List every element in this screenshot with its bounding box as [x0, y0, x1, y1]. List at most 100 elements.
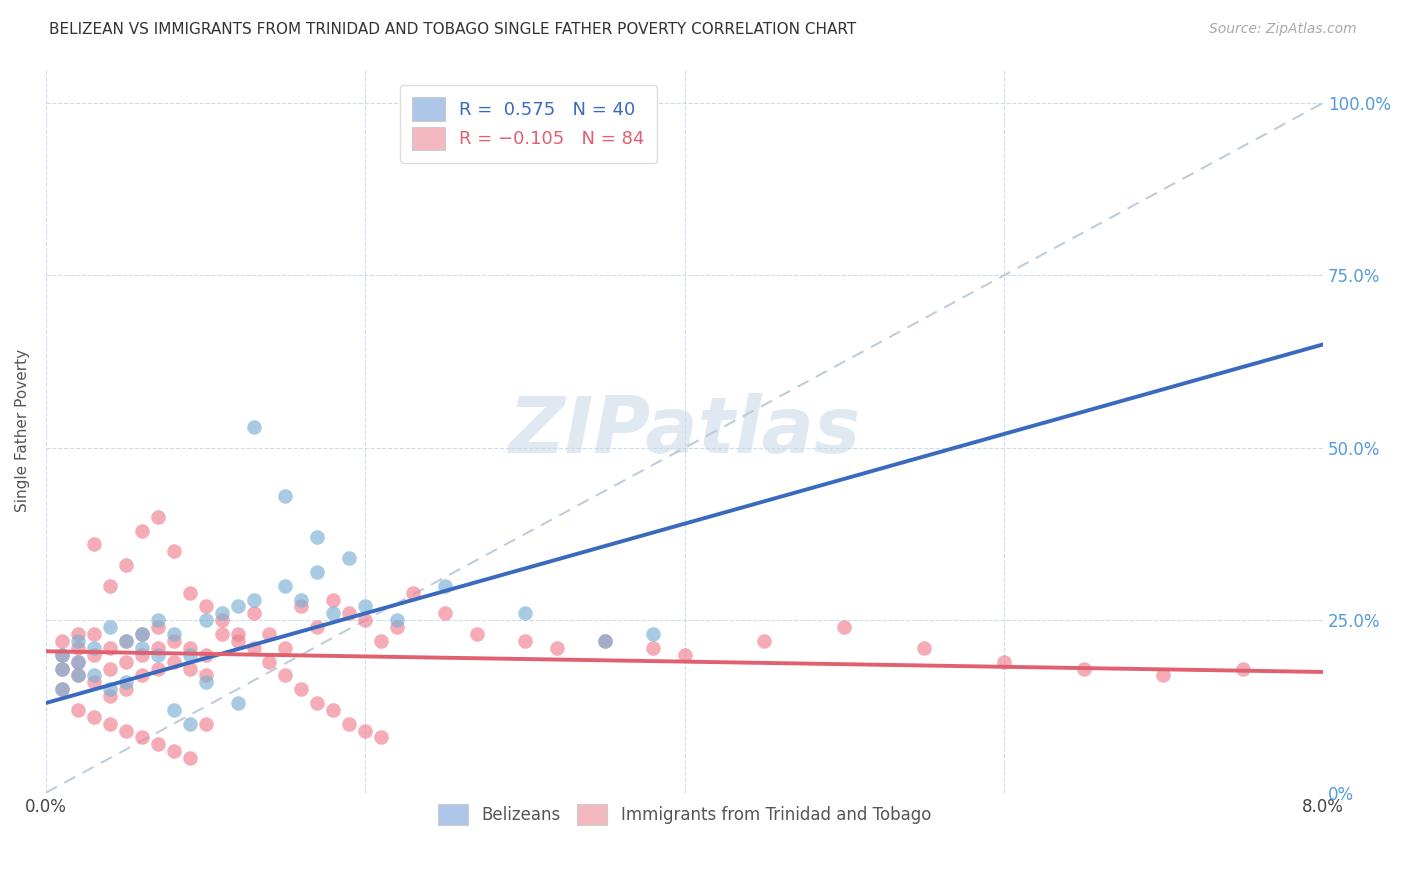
- Point: [832, 620, 855, 634]
- Point: [131, 648, 153, 662]
- Point: [322, 607, 344, 621]
- Point: [98, 716, 121, 731]
- Point: [179, 716, 201, 731]
- Point: [370, 731, 392, 745]
- Point: [385, 620, 408, 634]
- Point: [1232, 661, 1254, 675]
- Point: [146, 738, 169, 752]
- Point: [593, 634, 616, 648]
- Point: [194, 675, 217, 690]
- Point: [354, 723, 377, 738]
- Point: [307, 531, 329, 545]
- Point: [51, 661, 73, 675]
- Point: [66, 640, 89, 655]
- Point: [179, 751, 201, 765]
- Point: [83, 640, 105, 655]
- Point: [131, 640, 153, 655]
- Point: [83, 537, 105, 551]
- Point: [66, 634, 89, 648]
- Point: [322, 703, 344, 717]
- Point: [1073, 661, 1095, 675]
- Point: [211, 627, 233, 641]
- Text: Source: ZipAtlas.com: Source: ZipAtlas.com: [1209, 22, 1357, 37]
- Point: [242, 592, 264, 607]
- Point: [673, 648, 696, 662]
- Point: [163, 744, 186, 758]
- Point: [274, 489, 297, 503]
- Point: [66, 655, 89, 669]
- Point: [513, 634, 536, 648]
- Point: [146, 648, 169, 662]
- Point: [641, 640, 664, 655]
- Point: [98, 640, 121, 655]
- Point: [259, 655, 281, 669]
- Point: [83, 668, 105, 682]
- Point: [322, 592, 344, 607]
- Point: [354, 599, 377, 614]
- Point: [754, 634, 776, 648]
- Point: [98, 689, 121, 703]
- Point: [226, 634, 249, 648]
- Point: [641, 627, 664, 641]
- Point: [194, 716, 217, 731]
- Point: [211, 607, 233, 621]
- Point: [163, 627, 186, 641]
- Point: [465, 627, 488, 641]
- Point: [114, 723, 136, 738]
- Point: [163, 655, 186, 669]
- Point: [179, 640, 201, 655]
- Point: [337, 716, 360, 731]
- Point: [434, 579, 457, 593]
- Point: [66, 668, 89, 682]
- Point: [114, 634, 136, 648]
- Point: [593, 634, 616, 648]
- Point: [146, 661, 169, 675]
- Point: [83, 648, 105, 662]
- Point: [114, 634, 136, 648]
- Point: [146, 613, 169, 627]
- Point: [337, 551, 360, 566]
- Point: [131, 627, 153, 641]
- Point: [290, 682, 312, 697]
- Point: [385, 613, 408, 627]
- Point: [194, 613, 217, 627]
- Point: [83, 627, 105, 641]
- Point: [274, 579, 297, 593]
- Point: [434, 607, 457, 621]
- Point: [83, 710, 105, 724]
- Point: [337, 607, 360, 621]
- Point: [274, 668, 297, 682]
- Point: [211, 613, 233, 627]
- Text: ZIPatlas: ZIPatlas: [509, 392, 860, 468]
- Point: [146, 509, 169, 524]
- Point: [51, 661, 73, 675]
- Point: [51, 648, 73, 662]
- Point: [51, 634, 73, 648]
- Point: [402, 585, 425, 599]
- Point: [179, 661, 201, 675]
- Point: [307, 565, 329, 579]
- Point: [163, 544, 186, 558]
- Text: BELIZEAN VS IMMIGRANTS FROM TRINIDAD AND TOBAGO SINGLE FATHER POVERTY CORRELATIO: BELIZEAN VS IMMIGRANTS FROM TRINIDAD AND…: [49, 22, 856, 37]
- Point: [66, 668, 89, 682]
- Point: [259, 627, 281, 641]
- Point: [274, 640, 297, 655]
- Legend: Belizeans, Immigrants from Trinidad and Tobago: Belizeans, Immigrants from Trinidad and …: [427, 794, 941, 835]
- Point: [513, 607, 536, 621]
- Point: [131, 524, 153, 538]
- Point: [114, 682, 136, 697]
- Point: [163, 634, 186, 648]
- Point: [51, 648, 73, 662]
- Point: [993, 655, 1015, 669]
- Point: [194, 599, 217, 614]
- Point: [307, 620, 329, 634]
- Point: [1153, 668, 1175, 682]
- Point: [114, 675, 136, 690]
- Point: [179, 585, 201, 599]
- Point: [163, 703, 186, 717]
- Point: [66, 703, 89, 717]
- Point: [114, 558, 136, 572]
- Point: [194, 668, 217, 682]
- Point: [146, 640, 169, 655]
- Point: [98, 579, 121, 593]
